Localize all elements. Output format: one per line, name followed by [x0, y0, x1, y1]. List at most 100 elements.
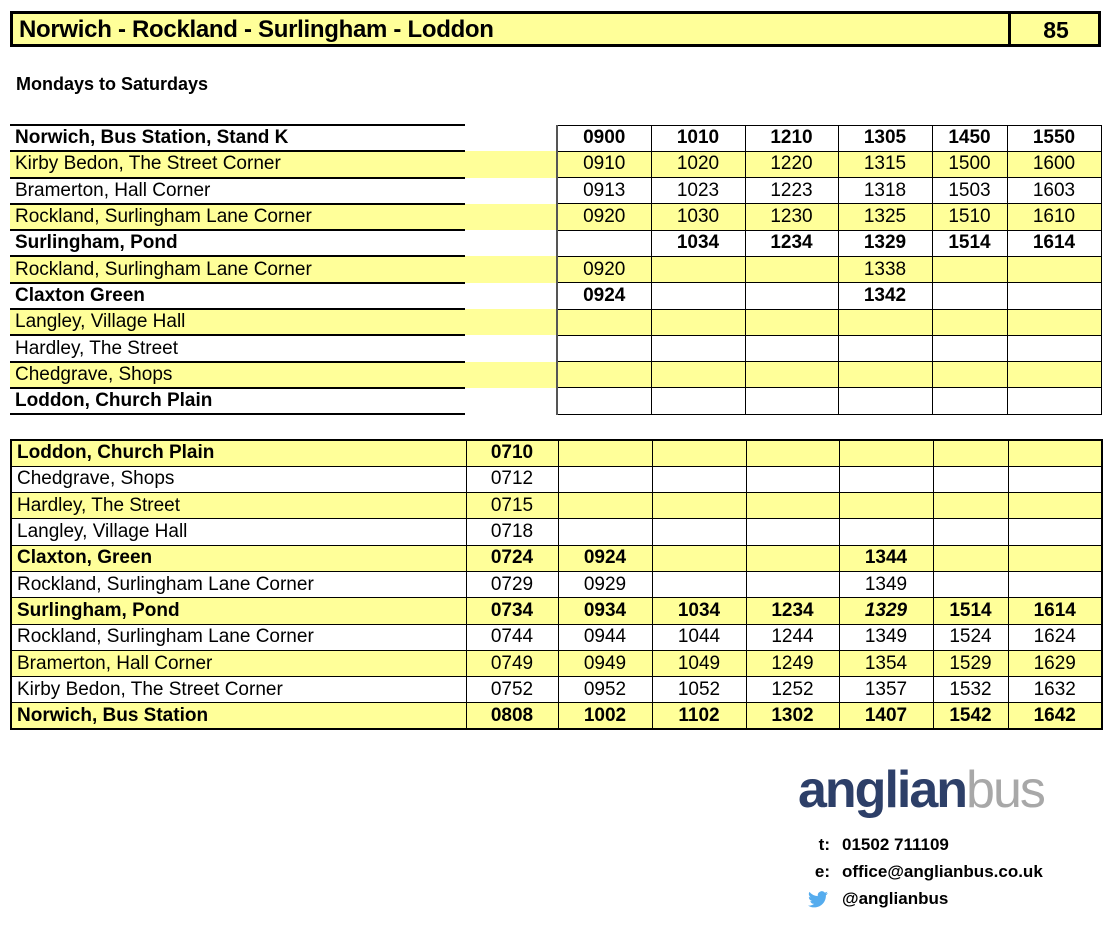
departure-time	[932, 544, 1009, 572]
departure-time: 1349	[838, 570, 934, 599]
departure-time: 1302	[745, 702, 840, 730]
route-title: Norwich - Rockland - Surlingham - Loddon	[19, 16, 494, 43]
departure-time: 0920	[556, 255, 652, 284]
departure-time: 1614	[1006, 229, 1102, 257]
departure-time	[745, 570, 840, 599]
departure-time: 0729	[465, 570, 559, 599]
departure-time: 1338	[837, 255, 933, 284]
departure-time	[932, 518, 1009, 546]
departure-time: 0920	[556, 203, 652, 231]
departure-time	[838, 439, 934, 467]
twitter-bird-icon	[808, 891, 828, 908]
departure-time: 0944	[557, 623, 653, 651]
twitter-handle[interactable]: @anglianbus	[842, 889, 949, 908]
departure-time: 1329	[838, 597, 934, 625]
departure-time	[651, 518, 747, 546]
departure-time: 1034	[650, 229, 746, 257]
departure-time	[744, 334, 839, 363]
departure-time: 1349	[838, 623, 934, 651]
departure-time: 1230	[744, 203, 839, 231]
stop-name: Norwich, Bus Station, Stand K	[10, 123, 465, 153]
timetable-header: Norwich - Rockland - Surlingham - Loddon…	[10, 11, 1101, 47]
departure-time	[556, 334, 652, 363]
departure-time	[932, 439, 1009, 467]
departure-time: 0749	[465, 649, 559, 678]
departure-time: 0949	[557, 649, 653, 678]
email-label: e:	[814, 862, 830, 881]
timetable-row: Claxton Green 0924 1342	[10, 282, 1102, 311]
timetable-row: Rockland, Surlingham Lane Corner 0729 0929…	[10, 570, 1103, 599]
departure-time	[838, 518, 934, 546]
timetable-row: Norwich, Bus Station 0808 1002 1102 1302 1407…	[10, 702, 1103, 730]
departure-time: 1529	[932, 649, 1009, 678]
departure-time: 0712	[465, 465, 559, 494]
stop-name: Langley, Village Hall	[10, 309, 465, 337]
departure-time	[1006, 361, 1102, 389]
departure-time	[1007, 439, 1103, 467]
departure-time: 1329	[837, 229, 933, 257]
departure-time	[651, 570, 747, 599]
departure-time	[838, 465, 934, 494]
departure-time	[557, 492, 653, 520]
departure-time: 0924	[556, 282, 652, 310]
departure-time: 1524	[932, 623, 1009, 651]
spacer-cell	[465, 256, 557, 283]
departure-time: 0734	[465, 597, 559, 625]
departure-time: 1550	[1006, 124, 1102, 152]
timetable-row: Chedgrave, Shops	[10, 361, 1102, 389]
stop-name: Norwich, Bus Station	[10, 702, 467, 730]
phone-label: t:	[818, 835, 830, 854]
departure-time: 1102	[651, 702, 747, 730]
timetable-row: Surlingham, Pond 0734 0934 1034 1234 1329 1514…	[10, 597, 1103, 625]
departure-time	[837, 361, 933, 389]
departure-time: 1354	[838, 649, 934, 678]
departure-time	[1006, 387, 1102, 415]
stop-name: Rockland, Surlingham Lane Corner	[10, 203, 465, 232]
departure-time: 1624	[1007, 623, 1103, 651]
departure-time	[931, 387, 1008, 415]
spacer-cell	[465, 309, 557, 336]
timetable-row: Loddon, Church Plain	[10, 387, 1102, 416]
departure-time	[744, 282, 839, 310]
departure-time	[837, 387, 933, 415]
timetable-row: Chedgrave, Shops 0712	[10, 465, 1103, 494]
departure-time	[650, 282, 746, 310]
departure-time: 1357	[838, 676, 934, 704]
departure-time	[1007, 570, 1103, 599]
departure-time: 1305	[837, 124, 933, 152]
email-address[interactable]: office@anglianbus.co.uk	[842, 862, 1043, 881]
departure-time: 1023	[650, 177, 746, 205]
departure-time: 0718	[465, 518, 559, 546]
departure-time	[556, 387, 652, 415]
stop-name: Loddon, Church Plain	[10, 439, 467, 467]
departure-time: 1252	[745, 676, 840, 704]
stop-name: Hardley, The Street	[10, 492, 467, 520]
timetable-row: Surlingham, Pond 1034 1234 1329 1514 1614	[10, 229, 1102, 258]
departure-time: 1450	[931, 124, 1008, 152]
departure-time: 1500	[931, 150, 1008, 179]
stop-name: Claxton Green	[10, 282, 465, 311]
departure-time: 0724	[465, 544, 559, 572]
departure-time	[932, 492, 1009, 520]
departure-time: 0934	[557, 597, 653, 625]
departure-time: 1249	[745, 649, 840, 678]
departure-time	[1007, 544, 1103, 572]
outbound-timetable: Norwich, Bus Station, Stand K 0900 1010 121…	[10, 123, 1102, 416]
departure-time	[837, 334, 933, 363]
phone-number: 01502 711109	[842, 835, 949, 854]
stop-name: Bramerton, Hall Corner	[10, 649, 467, 678]
departure-time: 1010	[650, 124, 746, 152]
departure-time	[932, 570, 1009, 599]
departure-time: 1049	[651, 649, 747, 678]
departure-time	[1006, 255, 1102, 284]
departure-time: 1210	[744, 124, 839, 152]
departure-time: 1342	[837, 282, 933, 310]
departure-time: 0744	[465, 623, 559, 651]
departure-time	[556, 308, 652, 336]
departure-time	[556, 361, 652, 389]
departure-time: 0913	[556, 177, 652, 205]
stop-name: Rockland, Surlingham Lane Corner	[10, 256, 465, 284]
departure-time: 1344	[838, 544, 934, 572]
stop-name: Hardley, The Street	[10, 335, 465, 363]
departure-time: 1034	[651, 597, 747, 625]
